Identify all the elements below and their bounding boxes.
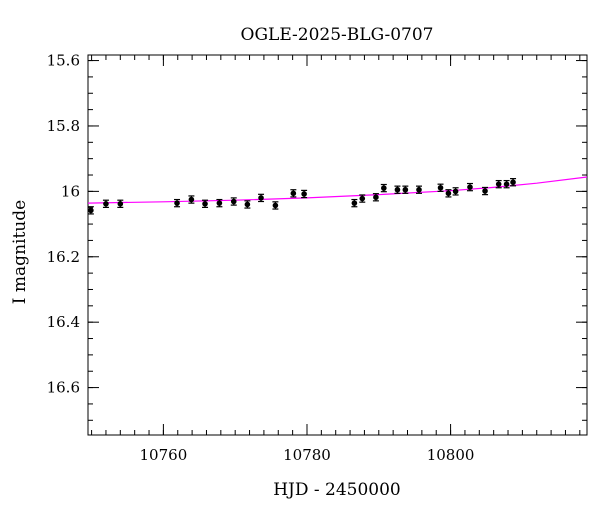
- x-axis-label: HJD - 2450000: [273, 480, 401, 500]
- y-tick-label: 16.6: [47, 379, 80, 397]
- data-point: [351, 200, 358, 206]
- data-point: [174, 200, 180, 206]
- y-tick-label: 16.2: [47, 248, 80, 266]
- data-point: [88, 207, 94, 214]
- y-tick-label: 15.8: [47, 117, 80, 135]
- x-tick-label: 10800: [427, 446, 475, 464]
- y-tick-label: 16: [61, 182, 80, 200]
- y-tick-label: 15.6: [47, 52, 80, 70]
- data-point: [272, 202, 279, 209]
- y-tick-label: 16.4: [47, 313, 80, 331]
- plot-frame: [87, 54, 588, 436]
- data-point: [402, 186, 409, 193]
- plot-area: 10760 10780 10800 15.6 15.8 16 16.2 16.4 16.6: [47, 52, 588, 464]
- data-point: [510, 179, 516, 186]
- data-point: [244, 201, 251, 208]
- model-curve: [87, 176, 588, 204]
- data-point: [394, 186, 401, 193]
- data-point: [416, 186, 422, 193]
- data-point: [117, 200, 124, 207]
- data-point: [381, 185, 387, 191]
- data-point: [258, 195, 264, 201]
- chart-title: OGLE-2025-BLG-0707: [241, 25, 434, 45]
- data-point: [230, 198, 237, 205]
- data-point: [216, 200, 223, 206]
- data-point: [373, 194, 379, 201]
- data-point: [495, 181, 502, 187]
- data-point: [188, 196, 195, 203]
- data-point: [445, 190, 452, 197]
- data-point: [437, 184, 444, 191]
- data-point: [202, 200, 208, 207]
- data-point: [452, 188, 459, 195]
- data-point: [359, 195, 366, 202]
- x-tick-label: 10780: [283, 446, 331, 464]
- data-point: [290, 190, 297, 197]
- data-point: [103, 200, 109, 207]
- data-point: [467, 184, 473, 190]
- x-tick-label: 10760: [140, 446, 188, 464]
- data-point: [301, 191, 307, 197]
- data-point: [482, 188, 488, 194]
- y-axis-label: I magnitude: [10, 200, 30, 304]
- data-point: [503, 181, 510, 187]
